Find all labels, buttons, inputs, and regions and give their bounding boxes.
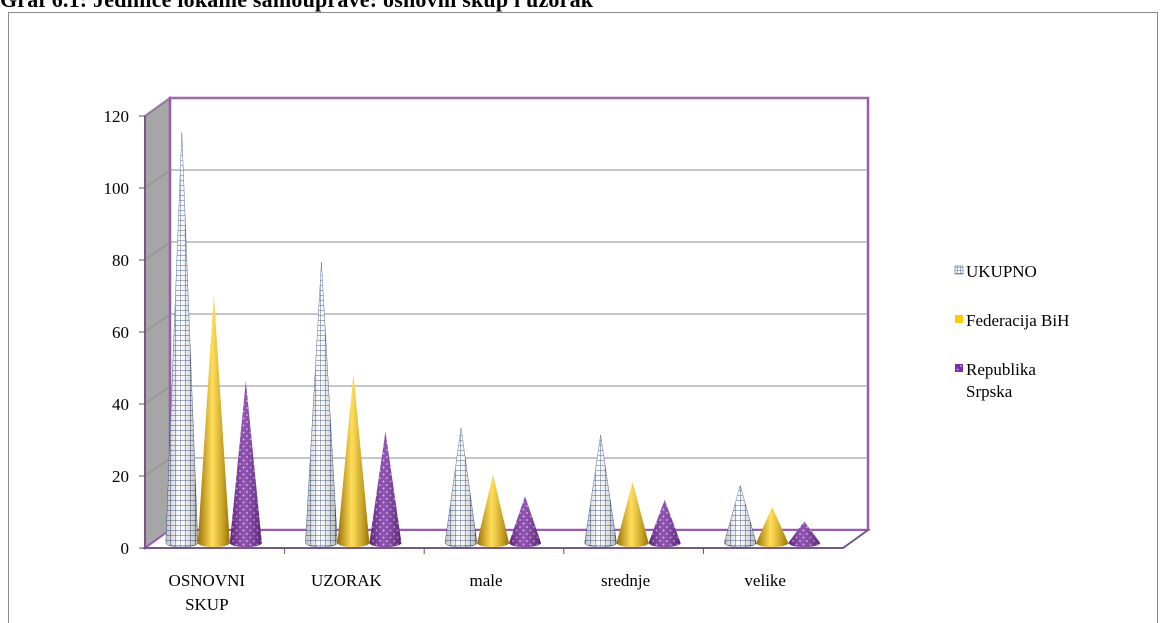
- legend-swatch: [955, 266, 963, 274]
- legend-label: Federacija BiH: [966, 311, 1069, 330]
- y-tick-label: 0: [121, 539, 130, 558]
- legend-label: UKUPNO: [966, 262, 1037, 281]
- legend-swatch: [955, 315, 963, 323]
- legend-swatch: [955, 364, 963, 372]
- y-tick-label: 80: [112, 251, 129, 270]
- legend-item: Federacija BiH: [955, 311, 1069, 330]
- category-label: SKUP: [185, 595, 228, 614]
- y-tick-label: 120: [104, 107, 130, 126]
- y-tick-label: 40: [112, 395, 129, 414]
- y-tick-label: 100: [104, 179, 130, 198]
- category-label: srednje: [601, 571, 650, 590]
- legend-label: Srpska: [966, 382, 1013, 401]
- y-tick-label: 20: [112, 467, 129, 486]
- category-label: velike: [744, 571, 786, 590]
- y-tick-label: 60: [112, 323, 129, 342]
- legend-item: Republika Srpska: [955, 360, 1036, 401]
- legend-label: Republika: [966, 360, 1036, 379]
- legend-item: UKUPNO: [955, 262, 1037, 281]
- category-label: OSNOVNI: [169, 571, 246, 590]
- category-label: male: [469, 571, 502, 590]
- category-label: UZORAK: [311, 571, 383, 590]
